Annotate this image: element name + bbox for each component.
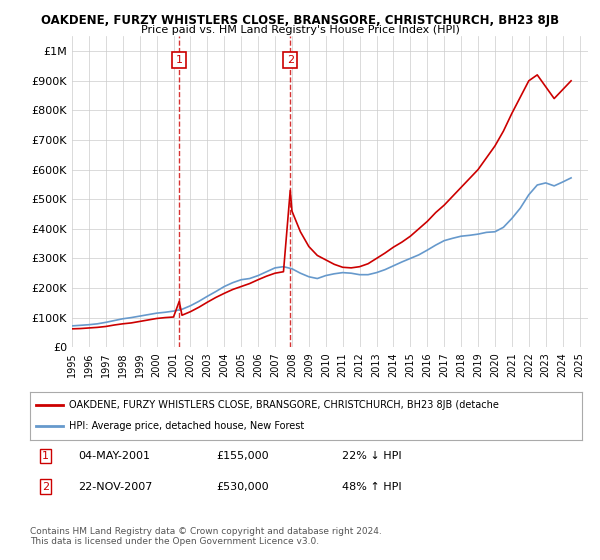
Text: 22-NOV-2007: 22-NOV-2007 (78, 482, 152, 492)
Text: Contains HM Land Registry data © Crown copyright and database right 2024.
This d: Contains HM Land Registry data © Crown c… (30, 526, 382, 546)
Text: OAKDENE, FURZY WHISTLERS CLOSE, BRANSGORE, CHRISTCHURCH, BH23 8JB (detache: OAKDENE, FURZY WHISTLERS CLOSE, BRANSGOR… (68, 400, 499, 410)
Text: OAKDENE, FURZY WHISTLERS CLOSE, BRANSGORE, CHRISTCHURCH, BH23 8JB: OAKDENE, FURZY WHISTLERS CLOSE, BRANSGOR… (41, 14, 559, 27)
Text: 22% ↓ HPI: 22% ↓ HPI (342, 451, 401, 461)
Text: 1: 1 (42, 451, 49, 461)
Text: 2: 2 (287, 55, 294, 65)
Text: 04-MAY-2001: 04-MAY-2001 (78, 451, 150, 461)
Text: £155,000: £155,000 (216, 451, 269, 461)
Text: 2: 2 (42, 482, 49, 492)
Text: £530,000: £530,000 (216, 482, 269, 492)
Text: 48% ↑ HPI: 48% ↑ HPI (342, 482, 401, 492)
Text: Price paid vs. HM Land Registry's House Price Index (HPI): Price paid vs. HM Land Registry's House … (140, 25, 460, 35)
Text: HPI: Average price, detached house, New Forest: HPI: Average price, detached house, New … (68, 421, 304, 431)
Text: 1: 1 (176, 55, 183, 65)
